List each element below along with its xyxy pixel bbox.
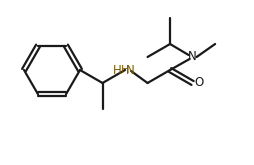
- Text: H: H: [113, 64, 122, 77]
- Text: N: N: [188, 50, 197, 64]
- Text: N: N: [126, 64, 135, 77]
- Text: H: H: [121, 65, 129, 75]
- Text: O: O: [194, 77, 203, 89]
